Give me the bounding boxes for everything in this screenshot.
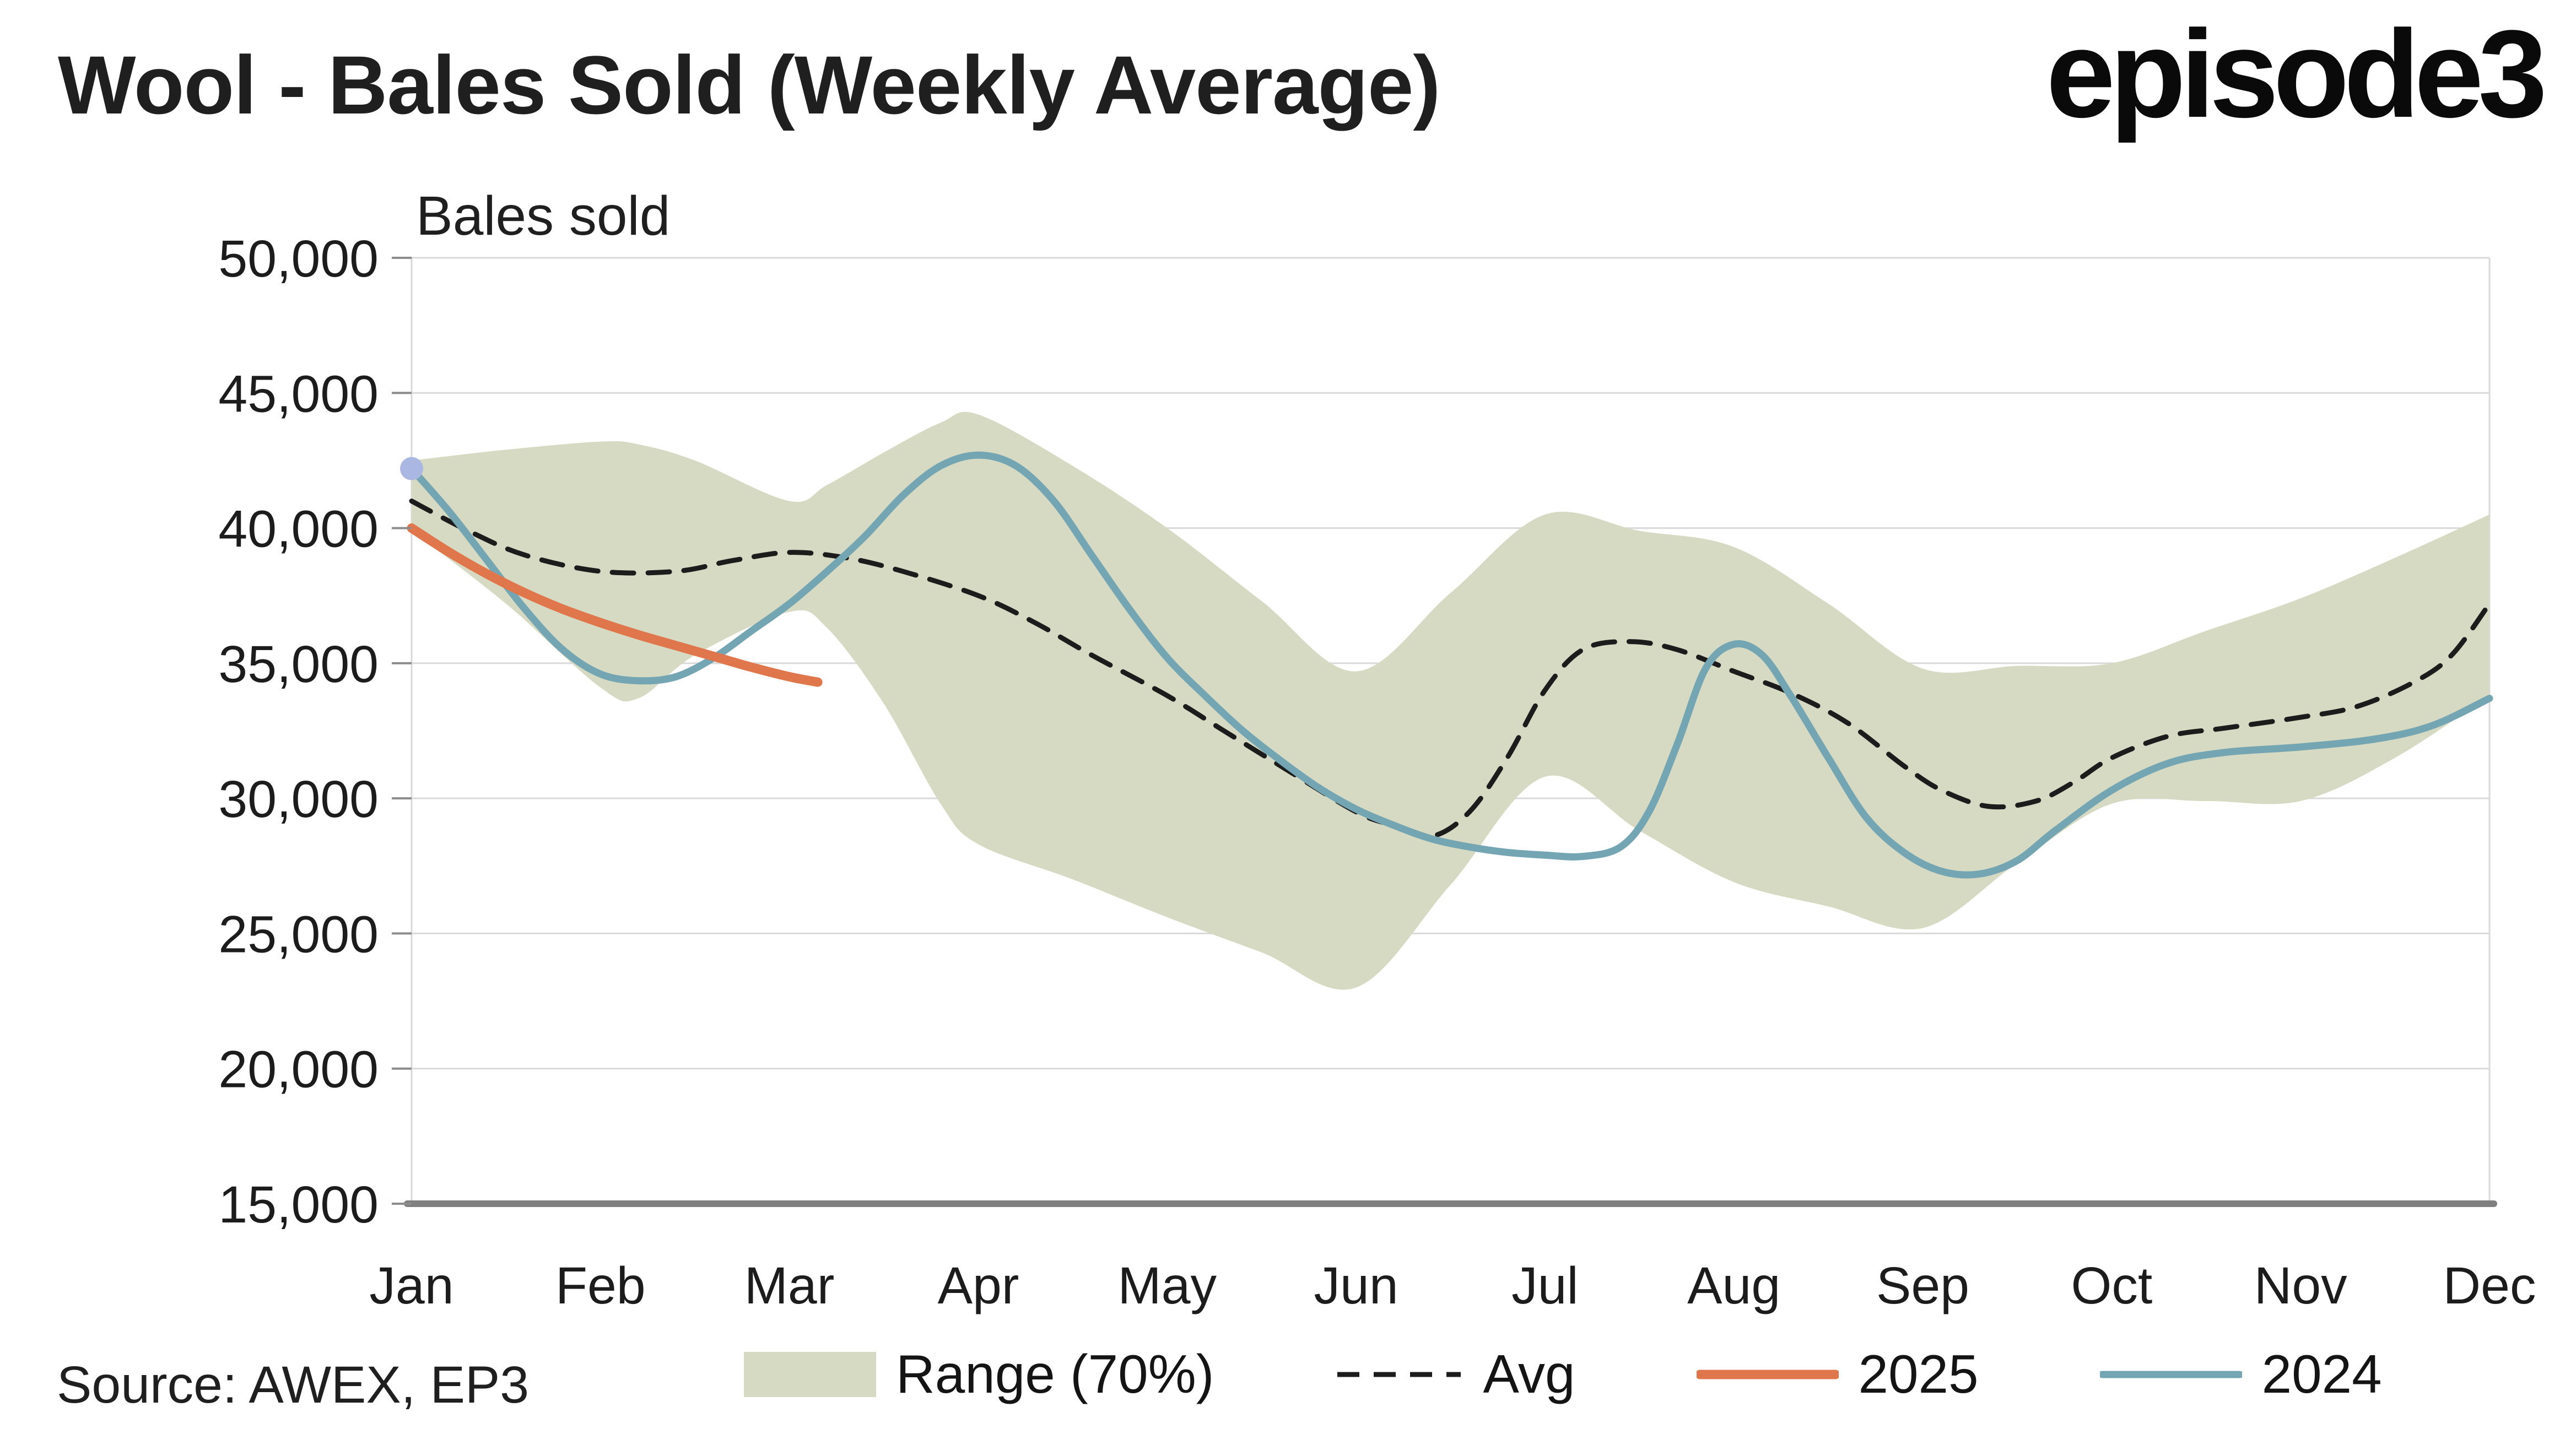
range-band-swatch [744,1351,876,1397]
line-2024-swatch [2099,1371,2242,1378]
x-tick-label: Apr [938,1257,1019,1315]
start-marker [400,457,423,480]
y-tick-label: 20,000 [218,1041,379,1099]
line-2025 [407,523,823,687]
legend-label-2024: 2024 [2261,1344,2382,1404]
line-2025-swatch [1696,1370,1839,1379]
legend-label-2025: 2025 [1858,1344,1979,1404]
x-tick-label: Jan [369,1257,453,1315]
y-axis-title: Bales sold [416,185,671,247]
source-note: Source: AWEX, EP3 [57,1356,530,1414]
legend-label-avg: Avg [1483,1344,1575,1404]
episode3-logo: episode3 [2046,4,2547,143]
x-tick-label: Feb [555,1257,646,1315]
y-tick-label: 50,000 [218,230,379,288]
x-tick-label: Jul [1511,1257,1578,1315]
legend-label-range: Range (70%) [896,1344,1214,1404]
x-tick-label: Mar [744,1257,835,1315]
x-tick-label: May [1118,1257,1217,1315]
page-title: Wool - Bales Sold (Weekly Average) [58,39,1440,131]
y-tick-label: 45,000 [218,365,379,423]
y-tick-label: 30,000 [218,770,379,829]
x-tick-label: Aug [1687,1257,1780,1315]
x-tick-label: Jun [1314,1257,1398,1315]
legend-item-avg: Avg [1335,1343,1575,1405]
avg-line-swatch [1337,1372,1461,1377]
y-tick-label: 15,000 [218,1176,379,1234]
y-tick-label: 40,000 [218,500,379,559]
y-tick-label: 35,000 [218,635,379,694]
legend: Range (70%) Avg 2025 2024 [744,1343,2382,1405]
x-tick-label: Dec [2443,1257,2536,1315]
y-tick-label: 25,000 [218,905,379,964]
legend-item-2024: 2024 [2099,1343,2382,1405]
line-2024 [408,451,2493,879]
x-tick-label: Nov [2254,1257,2347,1315]
legend-item-2025: 2025 [1696,1343,1979,1405]
range-band [412,412,2489,990]
line-avg [409,499,2492,839]
x-tick-label: Oct [2071,1257,2153,1315]
x-tick-label: Sep [1876,1257,1969,1315]
legend-item-range: Range (70%) [744,1343,1214,1405]
